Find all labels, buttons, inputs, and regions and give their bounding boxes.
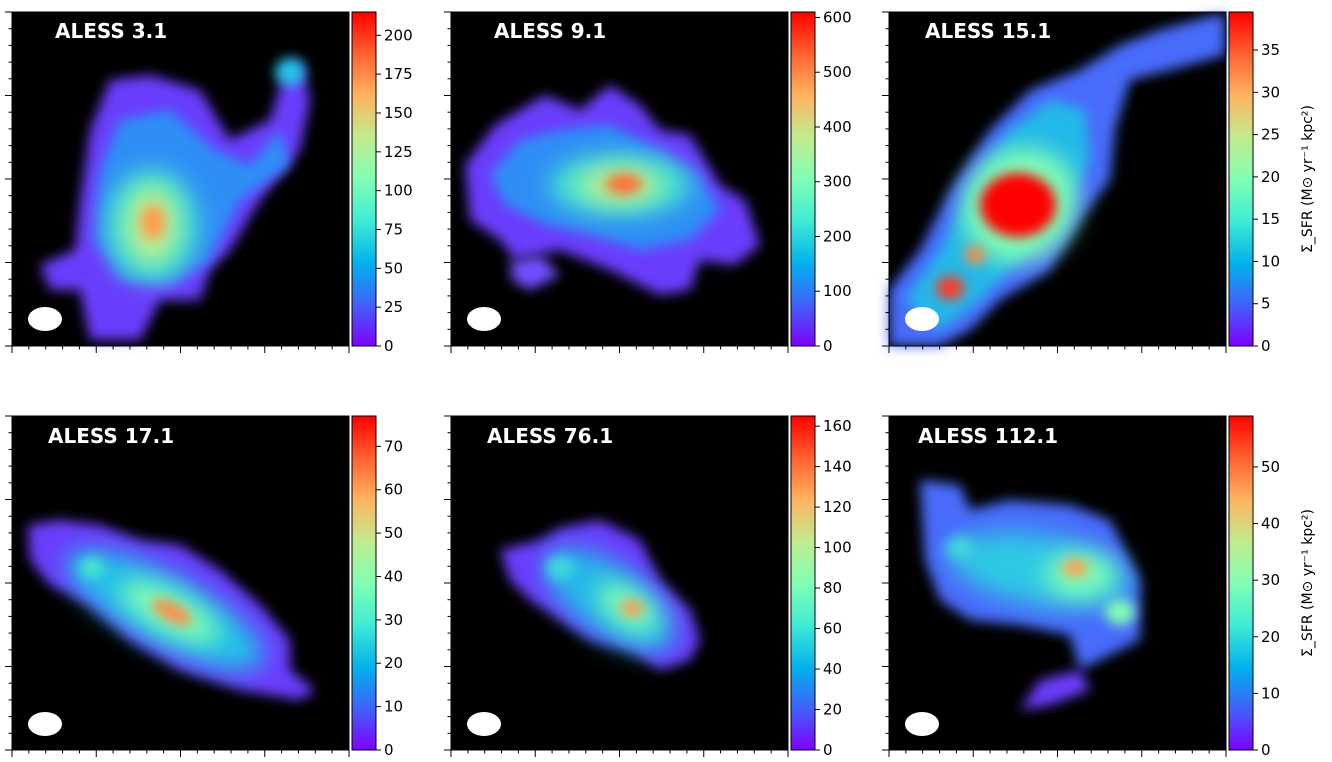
colorbar-tick-label: 0 [384,741,394,759]
colorbar-tick-label: 0 [1261,741,1271,759]
colorbar-tick-label: 150 [384,104,413,122]
colorbar-gradient [1228,11,1254,347]
colorbar-tick-label: 70 [384,437,403,455]
colorbar-tick-label: 60 [384,481,403,499]
beam-ellipse [905,712,939,736]
colorbar-label: Σ_SFR (M⊙ yr⁻¹ kpc²) [1300,105,1316,253]
panel-title: ALESS 15.1 [925,19,1051,43]
colorbar-tick-label: 20 [1261,628,1280,646]
colorbar-tick-label: 25 [384,298,403,316]
colorbar-tick-label: 20 [1261,168,1280,186]
colorbar-tick-label: 160 [823,417,852,435]
beam-ellipse [467,712,501,736]
colorbar-tick-label: 175 [384,65,413,83]
colorbar-gradient [351,11,377,347]
colorbar: 0 25 50 75 100 125 150 175 200 [351,11,413,355]
panel-aless-15-1: ALESS 15.1 0 5 10 15 20 25 30 35 [882,11,1280,355]
colorbar-tick-label: 50 [384,524,403,542]
panel-title: ALESS 17.1 [48,424,174,448]
colorbar: 0 5 10 15 20 25 30 35 [1228,11,1280,355]
emission-map [465,85,760,331]
colorbar-tick-label: 20 [384,654,403,672]
colorbar-gradient [1228,415,1254,751]
colorbar-tick-label: 40 [823,660,842,678]
panel-title: ALESS 3.1 [55,19,167,43]
colorbar-tick-label: 10 [384,698,403,716]
colorbar-tick-label: 50 [384,259,403,277]
colorbar-tick-label: 30 [1261,83,1280,101]
emission-map [467,520,700,736]
panel-title: ALESS 9.1 [494,19,606,43]
panel-title: ALESS 76.1 [487,424,613,448]
colorbar-tick-label: 120 [823,498,852,516]
emission-map [905,480,1140,736]
beam-ellipse [28,712,62,736]
colorbar-tick-label: 0 [823,741,833,759]
emission-map [28,58,310,340]
beam-ellipse [28,307,62,331]
colorbar-tick-label: 100 [823,282,852,300]
colorbar-tick-label: 500 [823,63,852,81]
colorbar-tick-label: 40 [1261,515,1280,533]
colorbar: 0 10 20 30 40 50 60 70 [351,415,403,759]
beam-ellipse [467,307,501,331]
colorbar: 0 10 20 30 40 50 [1228,415,1280,759]
colorbar-tick-label: 300 [823,173,852,191]
colorbar-tick-label: 25 [1261,126,1280,144]
panel-aless-17-1: ALESS 17.1 0 10 20 30 40 50 60 70 [5,415,403,759]
panel-aless-9-1: ALESS 9.1 0 100 200 300 400 500 600 [444,8,852,355]
colorbar-tick-label: 5 [1261,295,1271,313]
colorbar-tick-label: 10 [1261,252,1280,270]
colorbar-tick-label: 30 [1261,571,1280,589]
emission-map [28,520,315,736]
colorbar-tick-label: 0 [1261,337,1271,355]
colorbar-tick-label: 125 [384,143,413,161]
colorbar-gradient [790,11,816,347]
colorbar-tick-label: 200 [384,26,413,44]
panel-aless-76-1: ALESS 76.1 0 20 40 60 80 100 120 140 160 [444,415,852,759]
emission-map [889,15,1225,346]
colorbar-tick-label: 600 [823,8,852,26]
colorbar-tick-label: 200 [823,227,852,245]
colorbar-tick-label: 80 [823,579,842,597]
colorbar-gradient [790,415,816,751]
colorbar-tick-label: 10 [1261,684,1280,702]
colorbar-tick-label: 400 [823,118,852,136]
colorbar-tick-label: 75 [384,220,403,238]
colorbar-label: Σ_SFR (M⊙ yr⁻¹ kpc²) [1300,509,1316,657]
colorbar-tick-label: 100 [384,182,413,200]
colorbar-tick-label: 50 [1261,458,1280,476]
panel-title: ALESS 112.1 [918,424,1058,448]
panel-aless-3-1: ALESS 3.1 0 25 50 75 100 125 150 175 200 [5,11,413,355]
colorbar-tick-label: 20 [823,701,842,719]
colorbar-tick-label: 15 [1261,210,1280,228]
colorbar-tick-label: 40 [384,567,403,585]
panel-aless-112-1: ALESS 112.1 0 10 20 30 40 50 [882,415,1280,759]
colorbar-tick-label: 0 [823,337,833,355]
colorbar: 0 100 200 300 400 500 600 [790,8,852,355]
beam-ellipse [905,307,939,331]
colorbar-tick-label: 35 [1261,41,1280,59]
colorbar: 0 20 40 60 80 100 120 140 160 [790,415,852,759]
colorbar-tick-label: 100 [823,539,852,557]
colorbar-tick-label: 140 [823,458,852,476]
colorbar-gradient [351,415,377,751]
colorbar-tick-label: 30 [384,611,403,629]
colorbar-tick-label: 0 [384,337,394,355]
colorbar-tick-label: 60 [823,620,842,638]
